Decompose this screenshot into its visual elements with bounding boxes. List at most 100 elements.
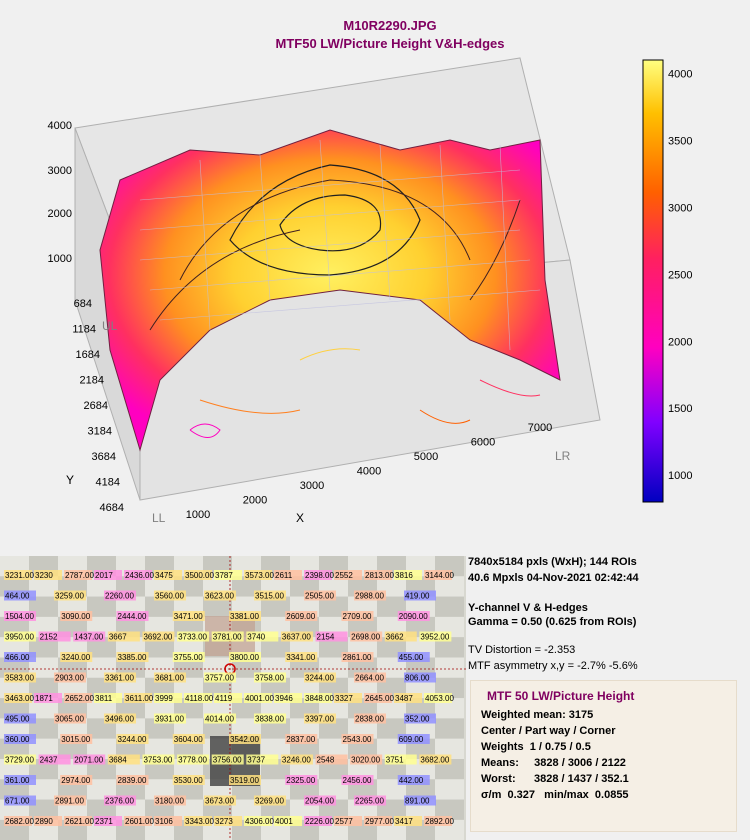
thumb-cell: [145, 596, 174, 617]
roi-label-bg: [73, 754, 106, 765]
thumb-cell: [87, 698, 116, 719]
mtf-surface: [99, 129, 561, 452]
roi-value: 3240.00: [61, 653, 90, 662]
roi-value: 2891.00: [55, 797, 84, 806]
thumb-cell: [261, 596, 290, 617]
roi-label-bg: [334, 816, 362, 826]
roi-label-bg: [34, 570, 62, 580]
roi-value: 3667: [109, 633, 127, 642]
roi-label-bg: [172, 652, 205, 662]
roi-value: 352.00: [405, 715, 430, 724]
roi-value: 2837.00: [286, 735, 315, 744]
roi-label-bg: [384, 754, 417, 765]
roi-label-bg: [334, 570, 362, 580]
roi-value: 3341.00: [286, 653, 315, 662]
roi-label-bg: [285, 775, 318, 785]
roi-label-bg: [244, 570, 272, 580]
roi-value: 2903.00: [55, 674, 84, 683]
roi-value: 2698.00: [351, 633, 380, 642]
roi-label-bg: [60, 652, 93, 662]
thumb-cell: [319, 596, 348, 617]
roi-label-bg: [34, 693, 62, 703]
roi-label-bg: [274, 570, 302, 580]
roi-value: 2890: [35, 817, 53, 826]
roi-value: 2892.00: [425, 817, 454, 826]
info-asymmetry: MTF asymmetry x,y = -2.7% -5.6%: [468, 660, 638, 672]
roi-value: 2543.00: [343, 735, 372, 744]
roi-value: 2977.00: [365, 817, 394, 826]
roi-label-bg: [304, 590, 336, 601]
roi-value: 2017: [95, 571, 113, 580]
chart-filename: M10R2290.JPG: [343, 18, 437, 33]
thumb-cell: [232, 657, 261, 678]
roi-value: 2813.00: [365, 571, 394, 580]
roi-value: 3737: [247, 756, 265, 765]
y-tick-label: 2684: [84, 400, 108, 412]
thumb-cell: [145, 637, 174, 658]
roi-label-bg: [394, 570, 422, 580]
roi-value: 3952.00: [420, 633, 449, 642]
roi-value: 2437: [40, 756, 58, 765]
summary-panel: MTF 50 LW/Picture Height Weighted mean: …: [470, 680, 737, 832]
roi-label-bg: [184, 816, 212, 826]
roi-value: 3999: [155, 694, 173, 703]
roi-value: 3781.00: [213, 633, 242, 642]
roi-value: 4053.00: [425, 694, 454, 703]
roi-label-bg: [397, 652, 430, 662]
roi-value: 2226.00: [305, 817, 334, 826]
roi-value: 3246.00: [282, 756, 311, 765]
roi-label-bg: [285, 611, 318, 621]
roi-value: 3463.00: [5, 694, 34, 703]
roi-value: 3327: [335, 694, 353, 703]
roi-value: 3244.00: [305, 674, 334, 683]
corner-lr: LR: [555, 449, 571, 463]
roi-value: 2444.00: [118, 612, 147, 621]
roi-label-bg: [229, 734, 261, 744]
roi-label-bg: [54, 590, 86, 601]
roi-value: 806.00: [405, 674, 430, 683]
thumb-cell: [290, 698, 319, 719]
roi-label-bg: [184, 693, 212, 703]
thumb-cell: [174, 698, 203, 719]
roi-value: 3259.00: [55, 592, 84, 601]
roi-value: 2601.00: [125, 817, 154, 826]
thumb-cell: [406, 698, 435, 719]
colorbar-tick-label: 4000: [668, 68, 692, 80]
thumb-cell: [87, 637, 116, 658]
roi-value: 3778.00: [178, 756, 207, 765]
roi-label-bg: [172, 775, 205, 785]
roi-value: 1871: [35, 694, 53, 703]
roi-value: 3519.00: [230, 776, 259, 785]
thumb-cell: [29, 698, 58, 719]
roi-value: 361.00: [5, 776, 30, 785]
roi-label-bg: [116, 611, 149, 621]
roi-label-bg: [404, 672, 436, 683]
roi-value: 3020.00: [351, 756, 380, 765]
roi-label-bg: [397, 734, 430, 744]
roi-value: 3180.00: [155, 797, 184, 806]
roi-label-bg: [38, 631, 71, 642]
colorbar-tick-label: 1000: [668, 470, 692, 482]
roi-value: 2071.00: [74, 756, 103, 765]
roi-label-bg: [60, 611, 93, 621]
roi-label-bg: [64, 816, 92, 826]
thumb-cell: [232, 799, 261, 820]
roi-label-bg: [107, 754, 140, 765]
roi-label-bg: [274, 816, 302, 826]
roi-label-bg: [124, 693, 152, 703]
corner-ul: UL: [102, 319, 118, 333]
roi-label-bg: [60, 734, 93, 744]
y-tick-label: 3684: [92, 451, 116, 463]
y-tick-label: 4184: [96, 477, 120, 489]
roi-value: 3800.00: [230, 653, 259, 662]
roi-value: 3931.00: [155, 715, 184, 724]
roi-label-bg: [154, 693, 182, 703]
roi-value: 3496.00: [105, 715, 134, 724]
colorbar-tick-label: 1500: [668, 403, 692, 415]
roi-label-bg: [116, 652, 149, 662]
roi-value: 3361.00: [105, 674, 134, 683]
roi-label-bg: [229, 611, 261, 621]
roi-label-bg: [4, 672, 36, 683]
roi-value: 3751: [386, 756, 404, 765]
thumb-cell: [435, 738, 464, 759]
